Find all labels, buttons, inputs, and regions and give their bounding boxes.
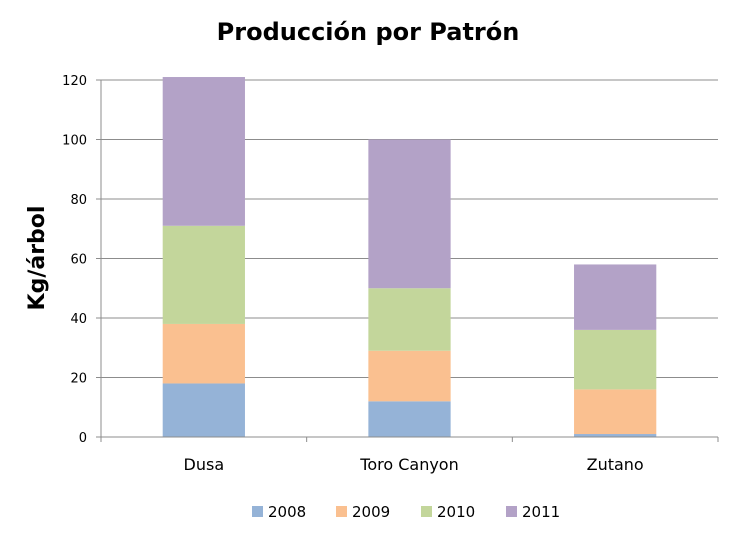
y-tick-label: 80	[70, 193, 87, 208]
legend-swatch-2008	[252, 506, 263, 517]
legend-swatch-2009	[336, 506, 347, 517]
y-axis-label: Kg/árbol	[25, 206, 50, 311]
chart-title: Producción por Patrón	[217, 18, 520, 46]
y-tick-label: 0	[79, 431, 87, 446]
bar-toro-canyon-2008	[368, 401, 451, 437]
legend-label-2010: 2010	[437, 503, 475, 521]
bar-zutano-2011	[574, 264, 657, 330]
y-tick-label: 40	[70, 312, 87, 327]
bars	[162, 77, 657, 437]
legend-label-2011: 2011	[522, 503, 560, 521]
legend: 2008 2009 2010 2011	[252, 503, 560, 521]
legend-swatch-2011	[506, 506, 517, 517]
bar-dusa-2011	[162, 77, 245, 226]
axes: 0 20 40 60 80 100 120 Dusa Toro Canyon Zutano	[62, 74, 719, 474]
bar-toro-canyon-2009	[368, 350, 451, 402]
y-tick-label: 60	[70, 253, 87, 268]
bar-zutano-2010	[574, 329, 657, 390]
x-category-label: Zutano	[587, 455, 644, 474]
legend-label-2008: 2008	[268, 503, 306, 521]
x-category-label: Toro Canyon	[359, 455, 458, 474]
y-tick-label: 120	[62, 74, 87, 89]
bar-toro-canyon-2011	[368, 139, 451, 289]
legend-swatch-2010	[421, 506, 432, 517]
bar-zutano-2009	[574, 389, 657, 435]
bar-dusa-2008	[162, 383, 245, 437]
y-tick-label: 100	[62, 134, 87, 149]
bar-toro-canyon-2010	[368, 288, 451, 351]
bar-dusa-2010	[162, 225, 245, 324]
y-tick-label: 20	[70, 372, 87, 387]
bar-dusa-2009	[162, 323, 245, 384]
x-category-label: Dusa	[184, 455, 225, 474]
legend-label-2009: 2009	[352, 503, 390, 521]
bar-zutano-2008	[574, 434, 657, 437]
